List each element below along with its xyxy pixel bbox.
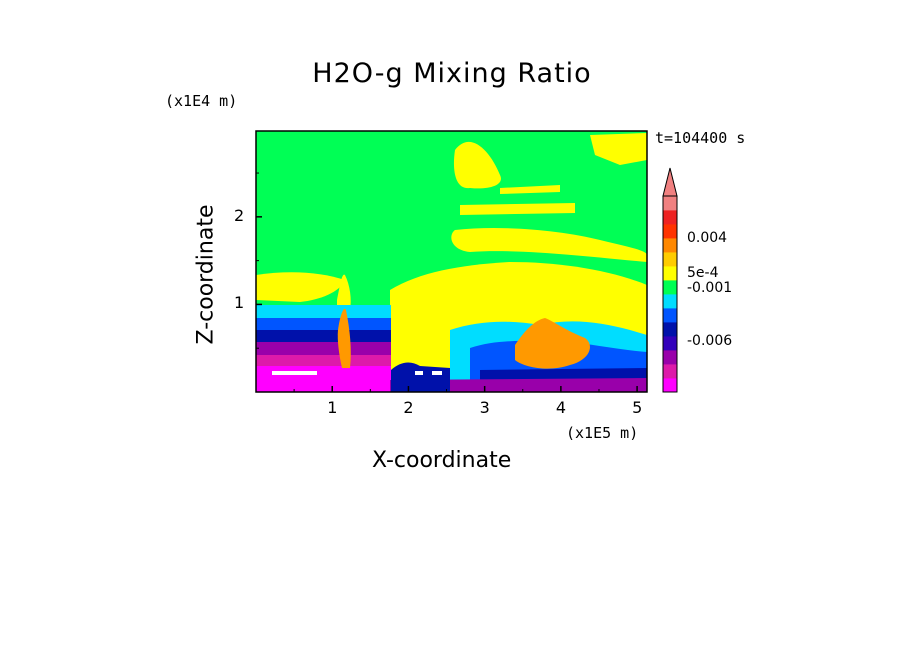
colorbar [662, 167, 678, 393]
contour-orange-blob [515, 318, 590, 369]
y-axis-unit-label: (x1E4 m) [165, 92, 238, 110]
contour-yellow-patch [500, 185, 560, 194]
colorbar-swatch [663, 238, 677, 253]
colorbar-label: -0.001 [687, 280, 733, 296]
y-tick-label: 1 [234, 293, 245, 313]
colorbar-frame [662, 195, 678, 393]
colorbar-swatch [663, 308, 677, 323]
colorbar-swatch [663, 350, 677, 365]
colorbar-swatch [663, 224, 677, 239]
colorbar-extend-arrow [662, 167, 678, 197]
x-axis-label: X-coordinate [372, 448, 512, 473]
contour-yellow-patch [590, 133, 647, 165]
contour-yellow-plume [337, 274, 351, 310]
contour-navy-middle [391, 362, 450, 392]
contour-white-streak [415, 371, 423, 375]
colorbar-swatch [663, 322, 677, 337]
y-tick-label: 2 [234, 205, 245, 225]
colorbar-swatch [663, 210, 677, 225]
x-axis-unit-label: (x1E5 m) [566, 424, 639, 442]
colorbar-swatch [663, 364, 677, 379]
contour-yellow-patch [460, 203, 575, 215]
colorbar-label: 0.004 [687, 230, 728, 246]
time-annotation: t=104400 s [655, 129, 746, 147]
contour-white-streak [432, 371, 442, 375]
contour-orange-column [337, 308, 351, 368]
colorbar-swatch [663, 378, 677, 393]
contour-field [256, 131, 647, 392]
colorbar-swatch [663, 196, 677, 211]
x-tick-label: 3 [479, 398, 490, 417]
colorbar-swatch [663, 266, 677, 281]
y-ticks [256, 172, 262, 349]
x-tick-label: 4 [555, 398, 567, 417]
contour-purple-right [390, 378, 647, 392]
contour-surface-layer [256, 366, 391, 392]
plot-frame [255, 130, 648, 393]
colorbar-label: 5e-4 [687, 265, 719, 281]
colorbar-swatch [663, 252, 677, 267]
x-tick-label: 2 [403, 398, 414, 417]
contour-white-streak [272, 371, 317, 375]
colorbar-swatch [663, 280, 677, 295]
x-ticks [293, 386, 638, 392]
x-tick-label: 5 [632, 398, 643, 417]
contour-yellow-patch [453, 141, 501, 189]
contour-yellow-patch [256, 272, 345, 302]
chart-title: H2O-g Mixing Ratio [312, 58, 592, 89]
colorbar-swatch [663, 336, 677, 351]
colorbar-label: -0.006 [687, 333, 733, 349]
colorbar-swatch [663, 294, 677, 309]
contour-yellow-patch [451, 228, 647, 262]
x-tick-label: 1 [327, 398, 338, 417]
